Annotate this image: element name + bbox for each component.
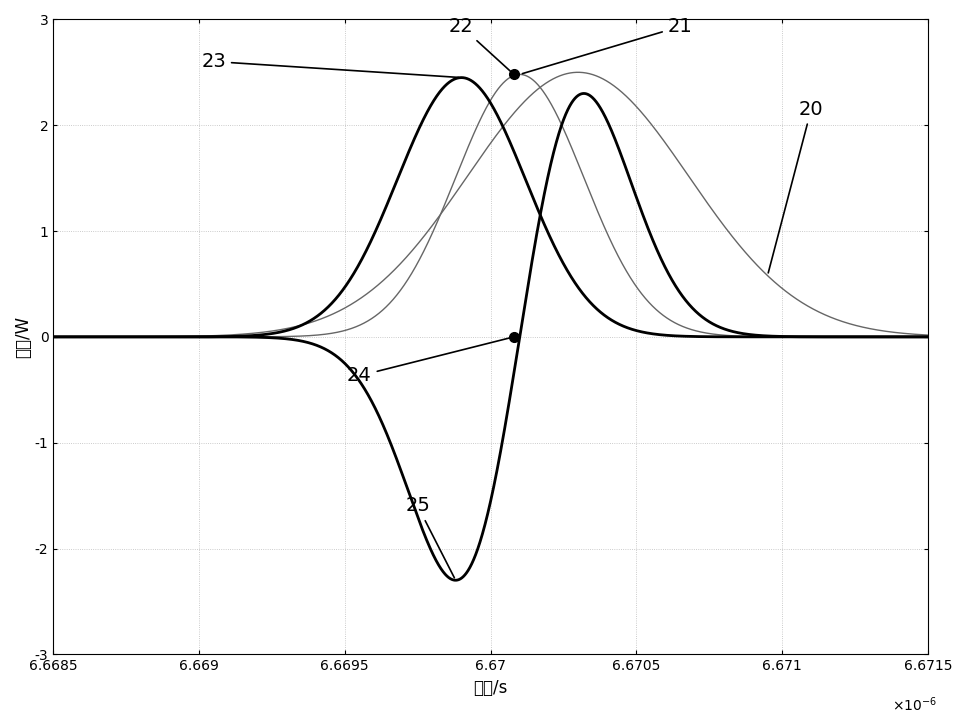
Text: 20: 20 [768,100,824,273]
Text: 24: 24 [347,338,511,385]
Text: 21: 21 [523,17,693,74]
Text: $\times10^{-6}$: $\times10^{-6}$ [892,696,937,714]
Text: 23: 23 [201,52,459,77]
Text: 22: 22 [449,17,512,72]
Y-axis label: 功率/W: 功率/W [14,316,32,358]
X-axis label: 时间/s: 时间/s [473,679,508,697]
Text: 25: 25 [406,497,454,578]
